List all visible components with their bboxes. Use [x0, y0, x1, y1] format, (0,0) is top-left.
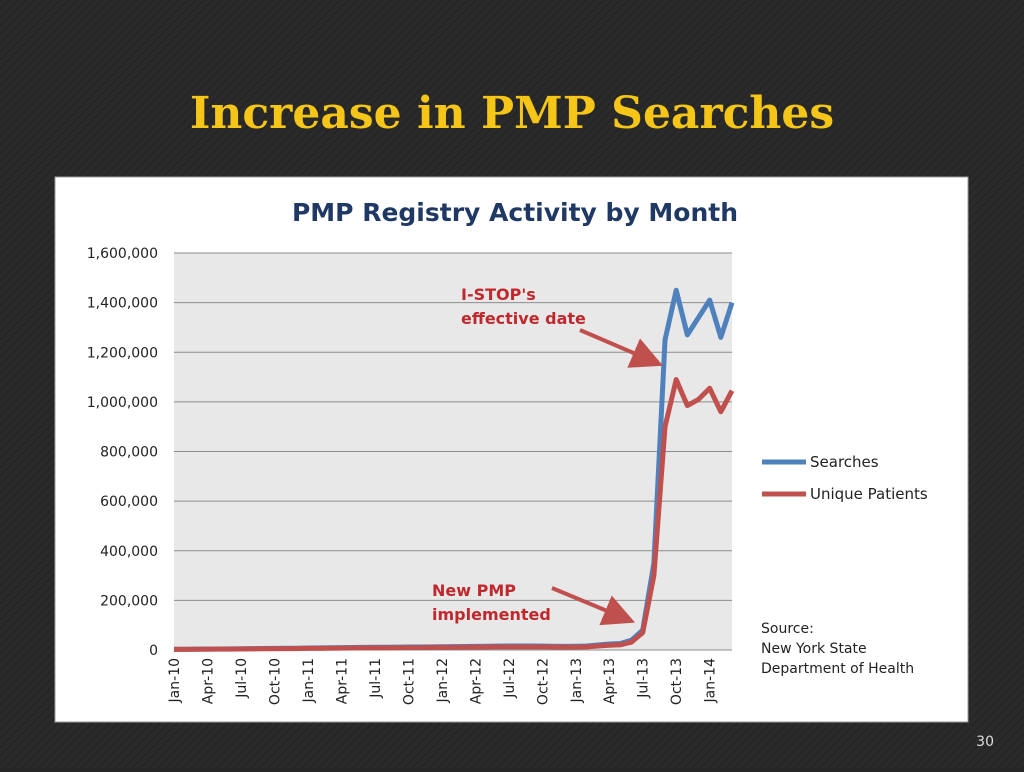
annotation: effective date [461, 309, 586, 328]
x-tick-label: Jul-11 [368, 658, 384, 699]
x-tick-label: Apr-12 [468, 658, 484, 704]
y-tick-label: 200,000 [100, 593, 158, 609]
x-tick-label: Jul-12 [502, 658, 518, 699]
x-tick-label: Jan-14 [703, 658, 719, 704]
x-tick-label: Oct-12 [535, 658, 551, 705]
slide-title: Increase in PMP Searches [190, 88, 834, 139]
x-tick-label: Apr-10 [200, 658, 216, 704]
chart-title: PMP Registry Activity by Month [292, 198, 738, 227]
x-tick-label: Jan-12 [435, 658, 451, 703]
annotation: New PMP [432, 581, 516, 600]
source-note: New York State [761, 641, 867, 657]
annotation: implemented [432, 605, 551, 624]
arrow [579, 328, 664, 368]
page-number: 30 [976, 734, 994, 750]
arrow [551, 586, 636, 626]
x-tick-label: Apr-13 [602, 658, 618, 704]
y-tick-label: 600,000 [100, 494, 158, 510]
x-tick-label: Jan-10 [167, 658, 183, 703]
chart: 0 200,000 400,000 600,000 800,000 1,000,000 1,… [87, 246, 928, 705]
x-tick-label: Oct-13 [669, 658, 685, 705]
x-tick-label: Oct-10 [267, 658, 283, 705]
y-tick-label: 0 [149, 643, 158, 659]
source-note: Department of Health [761, 661, 914, 677]
y-tick-label: 1,600,000 [87, 246, 158, 262]
y-tick-label: 1,000,000 [87, 395, 158, 411]
annotation: I-STOP's [461, 285, 536, 304]
y-tick-label: 1,200,000 [87, 345, 158, 361]
x-tick-label: Oct-11 [401, 658, 417, 705]
source-note: Source: [761, 621, 814, 637]
legend-label: Searches [810, 453, 879, 471]
x-tick-label: Jan-11 [301, 658, 317, 703]
x-tick-label: Jan-13 [569, 658, 585, 703]
y-tick-label: 800,000 [100, 445, 158, 461]
x-tick-label: Jul-10 [234, 658, 250, 699]
y-tick-label: 1,400,000 [87, 296, 158, 312]
legend-label: Unique Patients [810, 485, 928, 503]
series-line [174, 377, 735, 652]
x-tick-label: Jul-13 [636, 658, 652, 699]
y-tick-label: 400,000 [100, 544, 158, 560]
x-tick-label: Apr-11 [334, 658, 350, 704]
